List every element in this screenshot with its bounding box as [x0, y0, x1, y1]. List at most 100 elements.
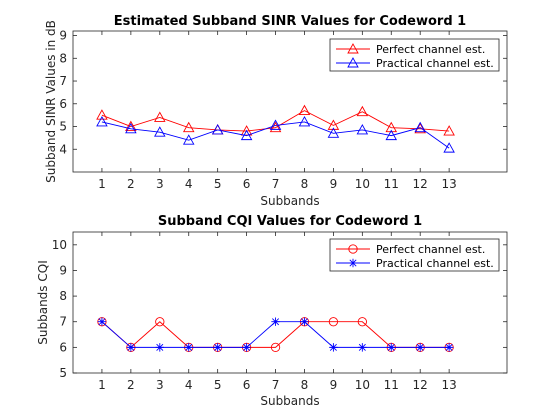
sinr-data-point-practical	[240, 129, 253, 141]
cqi-legend-perfect: Perfect channel est.	[376, 243, 485, 256]
sinr-data-point-perfect	[298, 104, 311, 116]
sinr-data-point-practical	[385, 129, 398, 141]
sinr-x-tick-label: 6	[243, 177, 251, 191]
sinr-y-axis-label: Subband SINR Values in dB	[44, 20, 58, 183]
sinr-x-tick-label: 1	[98, 177, 106, 191]
cqi-data-point-practical	[242, 343, 251, 352]
cqi-data-point-perfect	[270, 342, 281, 353]
sinr-x-tick-label: 9	[330, 177, 338, 191]
cqi-y-axis-label: Subbands CQI	[36, 260, 50, 344]
cqi-x-tick-label: 6	[243, 378, 251, 392]
sinr-data-point-perfect	[96, 109, 108, 120]
sinr-legend-practical: Practical channel est.	[376, 57, 494, 70]
cqi-axes-box	[72, 231, 508, 374]
cqi-data-point-practical	[126, 343, 136, 352]
sinr-data-point-perfect	[356, 105, 369, 117]
cqi-x-tick-label: 8	[301, 378, 309, 392]
cqi-x-tick-label: 9	[330, 378, 338, 392]
sinr-series-line-perfect	[101, 110, 450, 132]
cqi-data-point-practical	[300, 317, 309, 326]
cqi-data-point-practical	[358, 343, 367, 352]
sinr-data-point-practical	[356, 124, 369, 135]
sinr-data-point-practical	[327, 127, 340, 138]
sinr-data-point-perfect	[125, 120, 137, 131]
cqi-data-point-practical	[184, 343, 193, 352]
cqi-x-tick-label: 7	[272, 378, 280, 392]
sinr-x-tick-label: 3	[156, 177, 164, 191]
cqi-data-point-practical	[416, 343, 425, 352]
sinr-legend-marker-practical	[347, 57, 359, 68]
cqi-y-tick-label: 5	[59, 366, 67, 380]
cqi-x-tick-label: 10	[355, 378, 370, 392]
cqi-y-tick-label: 6	[59, 340, 67, 354]
sinr-chart-title: Estimated Subband SINR Values for Codewo…	[114, 14, 466, 29]
sinr-data-point-perfect	[385, 121, 398, 133]
cqi-data-point-perfect	[155, 317, 165, 327]
cqi-x-axis-label: Subbands	[260, 394, 319, 408]
sinr-x-tick-label: 10	[355, 177, 370, 191]
sinr-legend: Perfect channel est. Practical channel e…	[329, 38, 500, 72]
sinr-data-point-perfect	[327, 119, 340, 130]
cqi-x-tick-label: 13	[441, 378, 456, 392]
cqi-data-point-practical	[97, 317, 107, 326]
sinr-legend-box	[329, 38, 500, 72]
cqi-legend-marker-practical	[348, 258, 358, 268]
sinr-data-point-perfect	[240, 125, 253, 136]
sinr-legend-perfect: Perfect channel est.	[376, 43, 485, 56]
sinr-x-tick-label: 11	[384, 177, 399, 191]
cqi-x-tick-label: 3	[156, 378, 164, 392]
cqi-data-point-practical	[155, 343, 164, 352]
sinr-x-tick-label: 5	[214, 177, 222, 191]
sinr-y-tick-label: 7	[59, 74, 67, 88]
cqi-legend-practical: Practical channel est.	[376, 257, 494, 270]
cqi-x-tick-label: 2	[127, 378, 135, 392]
cqi-legend: Perfect channel est. Practical channel e…	[329, 238, 500, 272]
cqi-y-tick-label: 10	[52, 238, 67, 252]
cqi-chart-title: Subband CQI Values for Codeword 1	[158, 214, 422, 229]
cqi-data-point-practical	[444, 343, 454, 352]
sinr-x-axis-label: Subbands	[260, 194, 319, 208]
sinr-axes-box	[72, 30, 508, 173]
sinr-data-point-perfect	[154, 111, 166, 122]
cqi-y-tick-label: 8	[59, 289, 67, 303]
cqi-x-tick-label: 11	[384, 378, 399, 392]
cqi-legend-box	[329, 238, 500, 272]
sinr-data-point-practical	[269, 119, 282, 130]
cqi-y-tick-label: 9	[59, 263, 67, 277]
cqi-x-tick-label: 4	[185, 378, 193, 392]
sinr-data-point-practical	[414, 121, 426, 133]
sinr-data-point-practical	[211, 124, 224, 135]
sinr-y-tick-label: 8	[59, 51, 67, 65]
cqi-data-point-perfect	[328, 317, 339, 327]
sinr-x-tick-label: 2	[127, 177, 135, 191]
sinr-y-tick-label: 4	[59, 142, 67, 156]
sinr-y-tick-label: 5	[59, 120, 67, 134]
cqi-data-point-practical	[329, 343, 338, 352]
cqi-x-tick-label: 12	[413, 378, 428, 392]
sinr-data-point-perfect	[182, 121, 195, 133]
sinr-data-point-practical	[182, 134, 195, 145]
cqi-legend-marker-perfect	[348, 244, 358, 254]
sinr-y-tick-label: 9	[59, 29, 67, 43]
sinr-x-tick-label: 7	[272, 177, 280, 191]
sinr-x-tick-label: 13	[441, 177, 456, 191]
sinr-series-line-practical	[101, 121, 450, 149]
sinr-y-tick-label: 6	[59, 97, 67, 111]
cqi-data-point-perfect	[357, 317, 367, 327]
sinr-data-point-practical	[96, 116, 108, 127]
cqi-data-point-practical	[387, 343, 396, 352]
sinr-x-tick-label: 12	[413, 177, 428, 191]
cqi-data-point-practical	[213, 343, 222, 352]
sinr-data-point-practical	[125, 122, 137, 134]
sinr-legend-marker-perfect	[347, 43, 359, 54]
sinr-x-tick-label: 8	[301, 177, 309, 191]
sinr-data-point-practical	[298, 116, 311, 127]
sinr-x-tick-label: 4	[185, 177, 193, 191]
cqi-x-tick-label: 1	[98, 378, 106, 392]
sinr-data-point-perfect	[443, 125, 455, 136]
cqi-data-point-practical	[271, 317, 280, 326]
sinr-data-point-perfect	[269, 121, 282, 133]
sinr-data-point-practical	[443, 142, 455, 153]
